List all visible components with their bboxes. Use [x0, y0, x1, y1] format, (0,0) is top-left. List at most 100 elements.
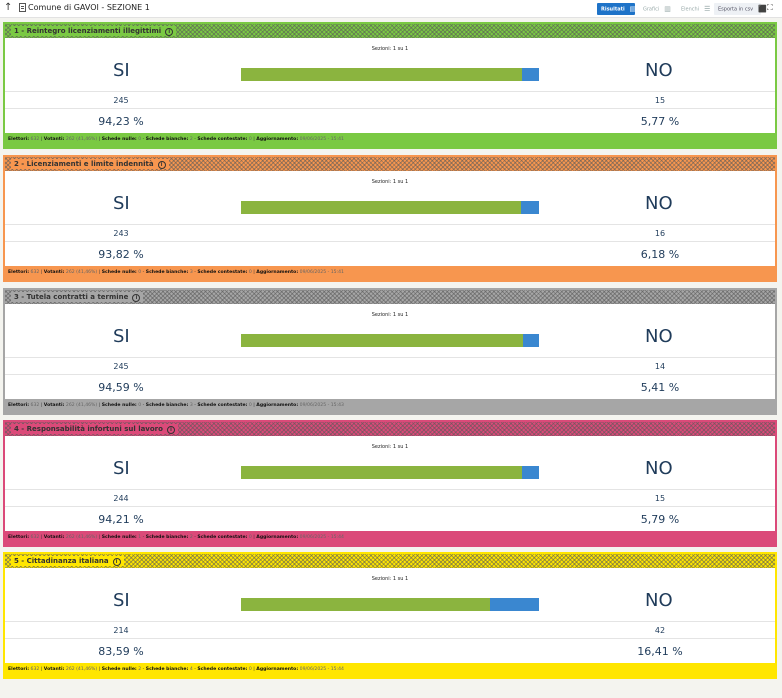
divider [5, 374, 775, 375]
sections-counter: Sezioni: 1 su 1 [371, 444, 409, 450]
update-value: 09/06/2025 - 15:44 [299, 667, 344, 672]
divider [5, 489, 775, 490]
card-header: 5 - Cittadinanza italiana i [5, 554, 775, 568]
no-percentage: 6,18 % [640, 248, 680, 261]
electors-value: 632 [30, 403, 40, 408]
null-ballots-value: 0 [138, 403, 142, 408]
no-label: NO [645, 326, 673, 347]
update-value: 09/06/2025 - 15:41 [299, 270, 344, 275]
export-csv-button[interactable]: Esporta in csv ⬛ [714, 3, 767, 15]
lists-button-label: Elenchi [681, 6, 700, 13]
si-votes: 243 [113, 229, 129, 238]
update-value: 09/06/2025 - 15:41 [299, 137, 344, 142]
no-percentage: 5,41 % [640, 381, 680, 394]
si-votes: 214 [113, 626, 129, 635]
lists-button[interactable]: Elenchi ☰ [677, 3, 710, 15]
contested-ballots-label: Schede contestate: [197, 137, 248, 142]
blank-ballots-label: Schede bianche: [145, 137, 189, 142]
card-header: 2 - Licenziamenti e limite indennità i [5, 157, 775, 171]
referendum-card: 3 - Tutela contratti a termine i Sezioni:… [3, 288, 777, 415]
voters-value: 262 (41,46%) [65, 535, 98, 540]
card-title: 4 - Responsabilità infortuni sul lavoro i [11, 424, 178, 434]
contested-ballots-label: Schede contestate: [197, 403, 248, 408]
referendum-card: 1 - Reintegro licenziamenti illegittimi i… [3, 22, 777, 149]
update-label: Aggiornamento: [256, 137, 299, 142]
divider [5, 224, 775, 225]
si-label: SI [113, 326, 130, 347]
card-title: 5 - Cittadinanza italiana i [11, 556, 124, 566]
bar-chart-icon: ▥ [664, 5, 671, 13]
voters-label: Votanti: [43, 270, 65, 275]
list-icon: ☰ [704, 5, 711, 13]
si-percentage: 94,21 % [98, 513, 144, 526]
divider [5, 91, 775, 92]
electors-value: 632 [30, 270, 40, 275]
result-bar-yes [241, 466, 522, 479]
sections-counter: Sezioni: 1 su 1 [371, 179, 409, 185]
no-votes: 42 [654, 626, 666, 635]
no-percentage: 5,79 % [640, 513, 680, 526]
voters-value: 262 (41,46%) [65, 270, 98, 275]
no-votes: 15 [654, 96, 666, 105]
results-button[interactable]: Risultati ▤ [597, 3, 636, 15]
voters-value: 262 (41,46%) [65, 403, 98, 408]
card-title-text: 2 - Licenziamenti e limite indennità [14, 160, 154, 168]
voters-label: Votanti: [43, 137, 65, 142]
contested-ballots-value: 0 [248, 270, 252, 275]
contested-ballots-value: 0 [248, 667, 252, 672]
voters-label: Votanti: [43, 535, 65, 540]
card-title: 3 - Tutela contratti a termine i [11, 292, 144, 302]
null-ballots-label: Schede nulle: [101, 270, 137, 275]
si-votes: 244 [113, 494, 129, 503]
divider [5, 108, 775, 109]
si-percentage: 94,59 % [98, 381, 144, 394]
no-label: NO [645, 458, 673, 479]
info-icon[interactable]: i [166, 426, 175, 434]
null-ballots-label: Schede nulle: [101, 137, 137, 142]
no-label: NO [645, 60, 673, 81]
divider [5, 357, 775, 358]
divider [5, 621, 775, 622]
electors-label: Elettori: [8, 667, 30, 672]
card-title: 2 - Licenziamenti e limite indennità i [11, 159, 169, 169]
info-icon[interactable]: i [157, 161, 166, 169]
referendum-card: 2 - Licenziamenti e limite indennità i Se… [3, 155, 777, 282]
voters-value: 262 (41,46%) [65, 137, 98, 142]
page-title: Comune di GAVOI - SEZIONE 1 [28, 3, 150, 12]
info-icon[interactable]: i [132, 294, 141, 302]
info-icon[interactable]: i [165, 28, 174, 36]
si-label: SI [113, 60, 130, 81]
card-footer: Elettori: 632 | Votanti: 262 (41,46%) | … [5, 133, 775, 147]
blank-ballots-label: Schede bianche: [145, 535, 189, 540]
contested-ballots-label: Schede contestate: [197, 270, 248, 275]
contested-ballots-value: 0 [248, 535, 252, 540]
null-ballots-value: 1 [138, 535, 142, 540]
electors-value: 632 [30, 667, 40, 672]
si-percentage: 83,59 % [98, 645, 144, 658]
no-percentage: 16,41 % [637, 645, 683, 658]
divider [5, 241, 775, 242]
download-icon: ⬛ [758, 5, 767, 13]
no-votes: 16 [654, 229, 666, 238]
null-ballots-label: Schede nulle: [101, 667, 137, 672]
back-arrow-icon[interactable]: ↑ [4, 2, 13, 13]
sections-counter: Sezioni: 1 su 1 [371, 46, 409, 52]
blank-ballots-label: Schede bianche: [145, 403, 189, 408]
electors-label: Elettori: [8, 535, 30, 540]
si-label: SI [113, 193, 130, 214]
electors-value: 632 [30, 535, 40, 540]
blank-ballots-value: 2 [189, 137, 193, 142]
update-value: 09/06/2025 - 15:44 [299, 535, 344, 540]
result-bar-yes [241, 334, 523, 347]
update-value: 09/06/2025 - 15:43 [299, 403, 344, 408]
charts-button[interactable]: Grafici ▥ [639, 3, 671, 15]
info-icon[interactable]: i [112, 558, 121, 566]
si-votes: 245 [113, 96, 129, 105]
divider [5, 638, 775, 639]
blank-ballots-value: 2 [189, 535, 193, 540]
no-votes: 15 [654, 494, 666, 503]
blank-ballots-label: Schede bianche: [145, 667, 189, 672]
fullscreen-icon[interactable]: ⛶ [767, 3, 773, 12]
no-label: NO [645, 590, 673, 611]
card-title-text: 3 - Tutela contratti a termine [14, 293, 129, 301]
